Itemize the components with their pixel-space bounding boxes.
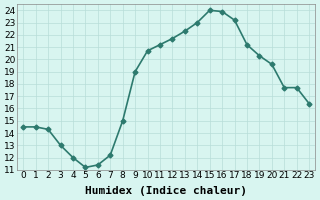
X-axis label: Humidex (Indice chaleur): Humidex (Indice chaleur) (85, 186, 247, 196)
